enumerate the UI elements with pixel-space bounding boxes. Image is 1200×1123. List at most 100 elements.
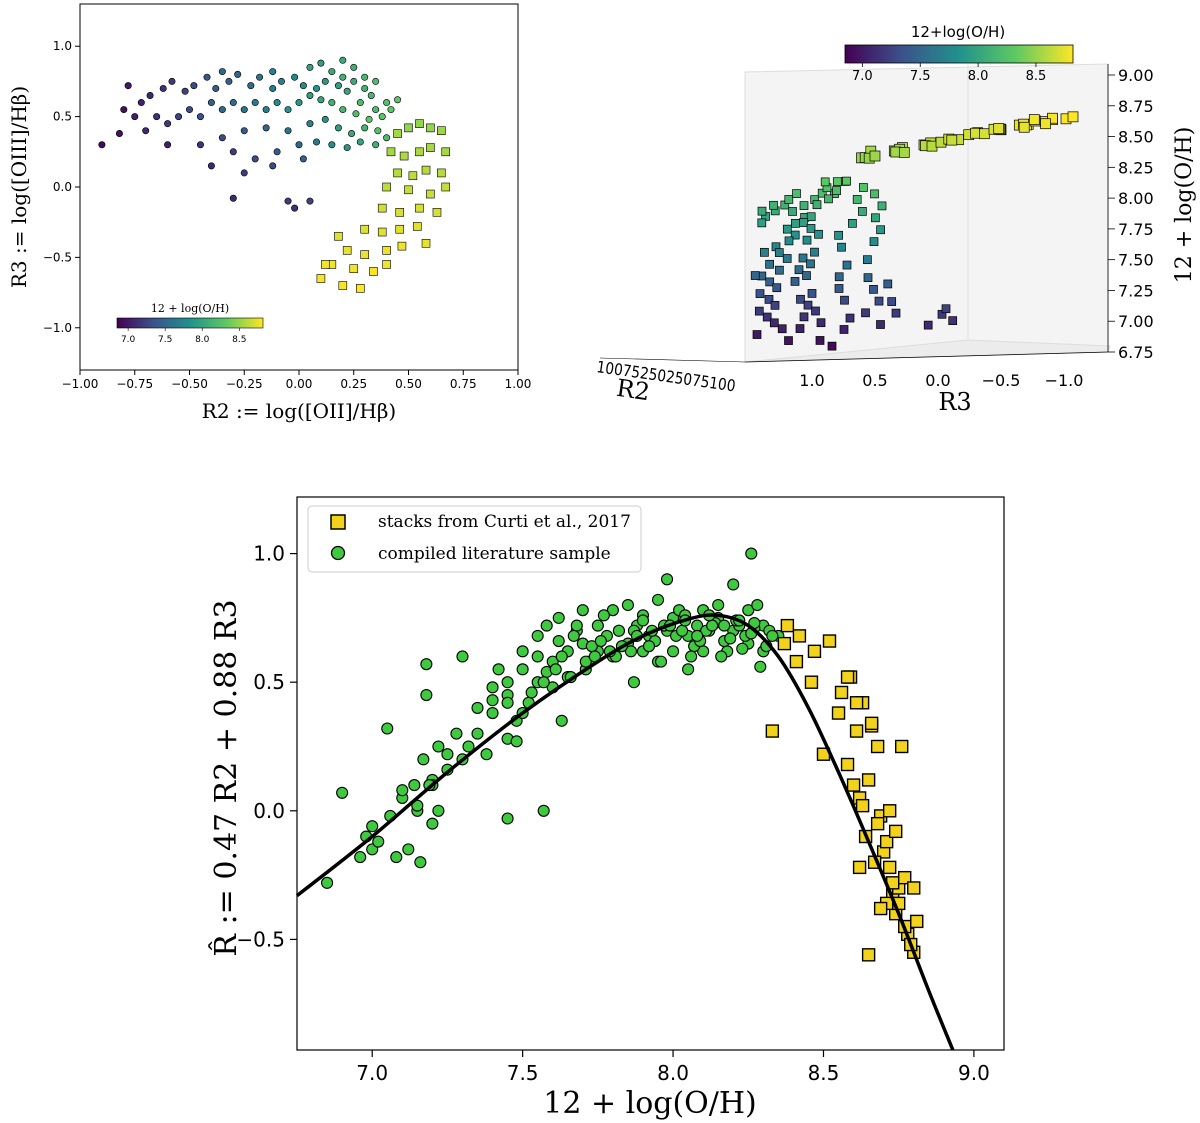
panel2-square — [1067, 111, 1079, 123]
panel1-point — [240, 106, 248, 114]
panel1-square — [369, 267, 378, 276]
panel2-square — [1040, 118, 1051, 130]
panel3-curti-square — [870, 739, 885, 754]
panel1-x-tick-label: 0.75 — [450, 377, 477, 391]
panel3-literature-point — [691, 629, 704, 642]
panel2-point — [832, 186, 841, 195]
panel2-point — [774, 248, 784, 257]
panel1-point — [251, 155, 259, 163]
panel1-point — [269, 68, 277, 76]
panel3-literature-point — [642, 640, 656, 653]
panel1-square — [441, 182, 451, 192]
panel3-curti-square — [792, 629, 807, 643]
panel1-point — [356, 138, 364, 146]
panel2-point — [770, 300, 780, 310]
panel2-point — [752, 330, 762, 339]
panel3-y-tick-label: 1.0 — [253, 542, 285, 566]
panel2-r3-tick-label: −0.5 — [982, 371, 1021, 390]
panel3-curti-square — [907, 881, 921, 895]
panel2-point — [842, 260, 852, 270]
panel2-point — [806, 212, 816, 222]
panel1-square — [360, 224, 370, 234]
panel1-x-tick-label: −1.00 — [62, 377, 99, 391]
panel2-point — [837, 242, 846, 252]
panel1-point — [365, 115, 373, 123]
panel1-point — [299, 155, 307, 163]
panel1-point — [247, 82, 255, 90]
panel1-point — [394, 96, 402, 104]
panel2-point — [840, 295, 849, 305]
panel1-point — [146, 92, 154, 100]
panel3-curti-square — [780, 618, 795, 633]
panel2-z-ticks: 6.75 7.00 7.25 7.50 7.75 8.00 8.25 8.50 8.75 9.00 — [1108, 66, 1154, 362]
panel1-point — [284, 197, 292, 205]
panel3-literature-point — [321, 876, 334, 889]
panel2-point — [799, 218, 808, 227]
panel2-colorbar — [844, 44, 1074, 64]
panel2-point — [784, 195, 794, 204]
panel3-curti-square — [846, 778, 861, 792]
panel1-x-tick-label: −0.75 — [116, 377, 153, 391]
panel1-point — [98, 141, 106, 149]
panel3-literature-point — [718, 619, 731, 632]
panel3-x-ticks: 7.0 7.5 8.0 8.5 9.0 — [356, 1050, 990, 1085]
panel2-point — [834, 272, 844, 282]
panel2-r3-tick-label: −1.0 — [1045, 371, 1084, 390]
panel2-point — [845, 313, 855, 323]
panel2-point — [807, 289, 817, 298]
panel1-point — [361, 124, 369, 132]
panel1-square — [404, 123, 413, 133]
panel1-points — [98, 56, 451, 293]
panel1-point — [313, 138, 321, 146]
panel3-literature-point — [724, 632, 737, 645]
panel1-square — [404, 185, 413, 195]
panel3-x-tick-label: 8.5 — [808, 1061, 840, 1085]
panel2-colorbar-tick-label: 7.5 — [910, 69, 931, 84]
panel3-literature-point — [621, 598, 634, 612]
panel2-point — [772, 283, 782, 293]
panel2-point — [796, 294, 805, 304]
panel1-point — [284, 127, 292, 135]
panel1-point — [350, 77, 358, 85]
panel3-literature-point — [501, 676, 514, 689]
panel3-literature-point — [552, 611, 565, 624]
panel1-point — [277, 77, 285, 85]
panel3-curti-square — [861, 773, 876, 787]
panel1-square — [395, 208, 405, 217]
panel1-point — [273, 148, 281, 156]
panel3-literature-point — [516, 663, 529, 676]
panel1-point — [352, 110, 360, 118]
panel2-z-tick-label: 7.75 — [1118, 220, 1154, 239]
panel1-square — [382, 182, 391, 192]
panel2-point — [874, 296, 884, 306]
panel3-curti-square — [873, 901, 888, 916]
panel1-point — [372, 141, 380, 149]
panel1-point — [229, 99, 237, 107]
panel1-point — [229, 148, 237, 156]
panel1-point — [207, 162, 215, 170]
panel2-point — [848, 218, 857, 228]
panel3-literature-point — [715, 650, 728, 663]
panel1-square — [316, 274, 326, 283]
panel2-colorbar-tick-label: 8.5 — [1026, 69, 1047, 84]
panel3-literature-point — [751, 598, 764, 612]
panel3-literature-point — [414, 856, 427, 869]
panel3-literature-point — [420, 689, 433, 702]
panel3-literature-point — [667, 645, 680, 658]
panel2-point — [941, 304, 951, 314]
panel2-point — [842, 176, 851, 186]
panel2-point — [869, 285, 878, 294]
panel2-z-tick-label: 7.50 — [1118, 251, 1154, 270]
panel3-literature-point — [685, 650, 698, 663]
panel1-point — [256, 73, 264, 81]
panel1-point — [374, 127, 382, 135]
panel1-point — [350, 63, 358, 71]
panel1-point — [372, 106, 380, 114]
panel3-literature-point — [381, 722, 394, 735]
panel3-curti-square — [789, 654, 804, 669]
panel3-curti-square — [822, 634, 837, 648]
panel2-square — [946, 134, 958, 146]
panel2-point — [817, 188, 827, 198]
panel1-square — [320, 260, 330, 269]
panel2-point — [806, 259, 815, 269]
